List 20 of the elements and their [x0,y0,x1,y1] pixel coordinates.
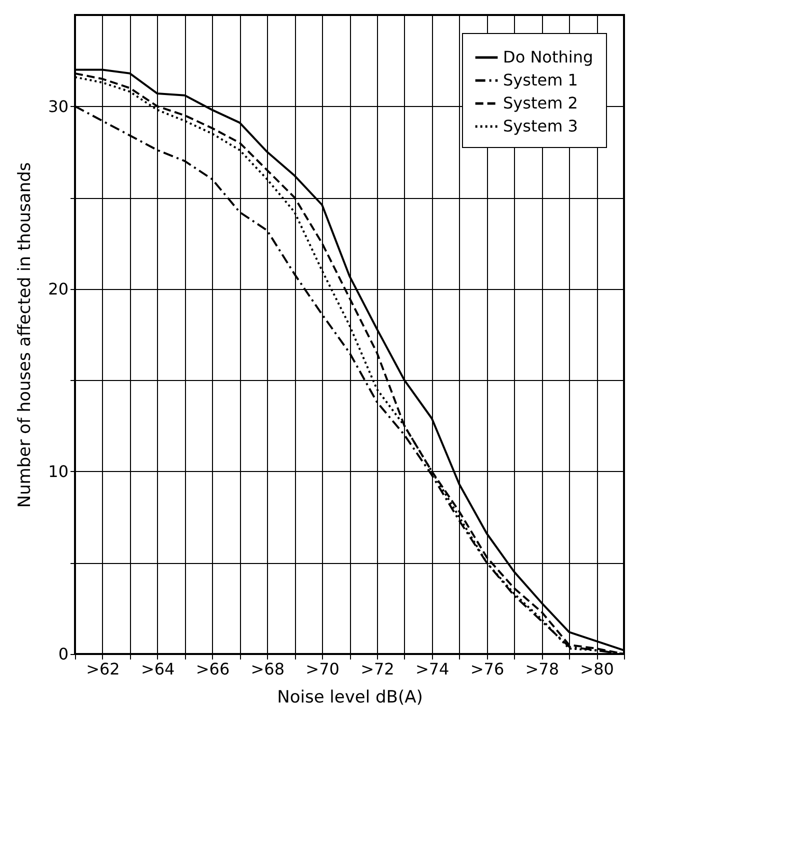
x-tick-label: >74 [415,660,450,678]
legend-label: Do Nothing [503,48,594,66]
legend-label: System 1 [503,70,578,90]
x-tick-label: >76 [470,660,504,678]
x-axis-title: Noise level dB(A) [277,688,423,708]
y-axis-title: Number of houses affected in thousands [15,162,36,508]
x-tick-label: >64 [140,660,175,678]
y-tick-label: 30 [48,96,68,116]
x-tick-label: >70 [306,660,340,678]
x-tick-label: >78 [525,660,560,678]
x-tick-label: >80 [580,660,614,678]
y-tick-label: 0 [58,644,68,664]
x-tick-label: >66 [196,660,230,678]
legend-label: System 2 [503,94,578,112]
x-tick-label: >68 [250,660,285,678]
y-tick-label: 10 [48,462,68,481]
x-tick-label: >62 [86,660,120,678]
y-tick-label: 20 [48,279,68,298]
x-tick-label: >72 [360,660,394,678]
legend-label: System 3 [503,116,578,136]
